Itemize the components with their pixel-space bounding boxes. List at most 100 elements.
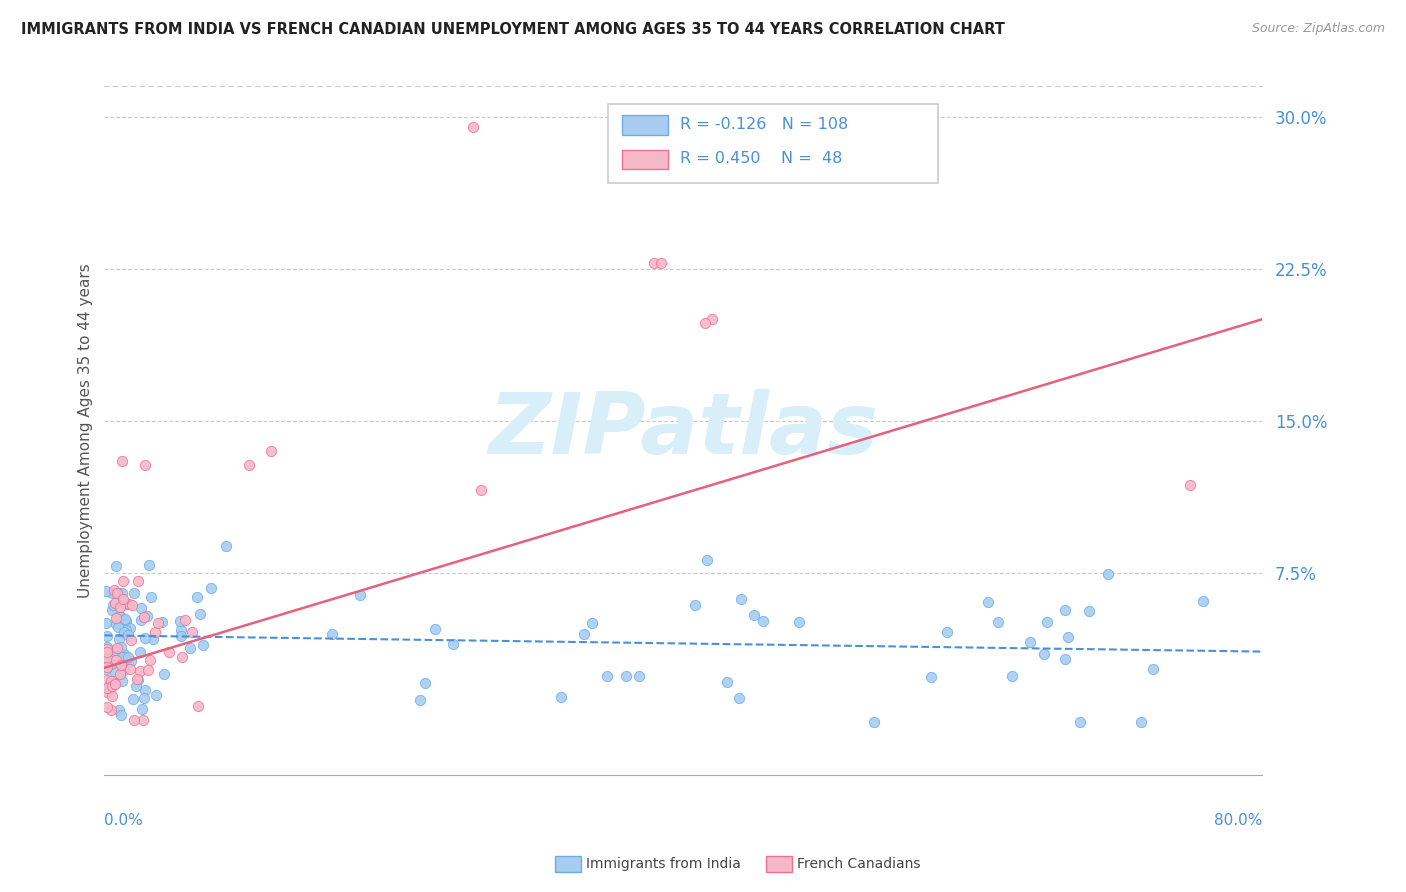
Point — [111, 674, 134, 689]
Point — [148, 615, 170, 630]
Point — [127, 673, 149, 687]
Point — [105, 641, 128, 656]
Point — [97, 646, 120, 660]
Point — [112, 649, 135, 664]
Point — [94, 584, 117, 599]
Point — [413, 676, 436, 690]
Point — [127, 574, 149, 588]
Point — [112, 625, 135, 640]
Point — [1130, 715, 1153, 730]
Point — [104, 586, 127, 600]
Point — [122, 713, 145, 727]
Point — [111, 656, 134, 670]
Point — [730, 592, 752, 607]
Point — [1053, 652, 1076, 666]
Point — [120, 662, 142, 676]
Point — [111, 574, 134, 588]
Text: Immigrants from India: Immigrants from India — [586, 857, 741, 871]
Point — [650, 255, 672, 269]
Point — [470, 483, 492, 497]
Point — [96, 673, 118, 687]
Point — [117, 649, 139, 664]
Point — [94, 616, 117, 631]
Point — [138, 653, 160, 667]
Point — [125, 679, 148, 693]
Point — [716, 675, 738, 690]
Point — [122, 691, 145, 706]
Point — [627, 668, 650, 682]
Point — [101, 678, 124, 692]
Point — [96, 640, 118, 654]
Point — [215, 539, 238, 553]
Bar — [621, 150, 668, 169]
Point — [122, 586, 145, 600]
Point — [596, 668, 619, 682]
Bar — [621, 115, 668, 135]
Point — [136, 608, 159, 623]
Point — [103, 676, 125, 690]
Point — [132, 691, 155, 706]
Point — [120, 632, 142, 647]
Y-axis label: Unemployment Among Ages 35 to 44 years: Unemployment Among Ages 35 to 44 years — [79, 263, 93, 599]
Point — [138, 558, 160, 573]
Point — [96, 651, 118, 665]
Point — [114, 597, 136, 611]
Point — [101, 598, 124, 612]
Point — [105, 559, 128, 574]
Point — [96, 681, 118, 696]
Point — [114, 612, 136, 626]
Point — [104, 653, 127, 667]
Point — [349, 588, 371, 602]
Point — [131, 701, 153, 715]
Point — [572, 627, 595, 641]
Point — [423, 622, 446, 636]
Point — [683, 598, 706, 612]
Point — [129, 664, 152, 678]
Point — [134, 683, 156, 698]
Text: R = -0.126   N = 108: R = -0.126 N = 108 — [679, 117, 848, 132]
Point — [96, 660, 118, 674]
Point — [700, 312, 723, 326]
Point — [742, 607, 765, 622]
Point — [118, 597, 141, 611]
Point — [863, 715, 886, 730]
Point — [115, 624, 138, 638]
Point — [1097, 567, 1119, 582]
Point — [170, 650, 193, 665]
Point — [1032, 647, 1054, 661]
Point — [108, 608, 131, 623]
Point — [136, 663, 159, 677]
Point — [696, 553, 718, 567]
Point — [550, 690, 572, 705]
Point — [728, 690, 751, 705]
Point — [170, 628, 193, 642]
Point — [96, 651, 118, 665]
Point — [103, 596, 125, 610]
Point — [186, 590, 208, 604]
Point — [111, 586, 134, 600]
Point — [103, 582, 125, 597]
Point — [108, 703, 131, 717]
Point — [96, 699, 118, 714]
Point — [181, 624, 204, 639]
Point — [1053, 603, 1076, 617]
Point — [100, 602, 122, 616]
Point — [987, 615, 1010, 629]
Point — [110, 600, 132, 615]
Point — [408, 693, 430, 707]
Point — [128, 645, 150, 659]
Point — [169, 615, 191, 629]
Point — [145, 688, 167, 702]
Point — [110, 658, 132, 673]
Point — [153, 666, 176, 681]
Point — [129, 600, 152, 615]
Point — [96, 645, 118, 659]
Text: IMMIGRANTS FROM INDIA VS FRENCH CANADIAN UNEMPLOYMENT AMONG AGES 35 TO 44 YEARS : IMMIGRANTS FROM INDIA VS FRENCH CANADIAN… — [21, 22, 1005, 37]
Point — [1069, 715, 1091, 730]
Point — [143, 624, 166, 639]
Point — [94, 662, 117, 676]
Point — [920, 670, 942, 684]
Point — [187, 698, 209, 713]
Point — [114, 663, 136, 677]
FancyBboxPatch shape — [607, 103, 938, 183]
